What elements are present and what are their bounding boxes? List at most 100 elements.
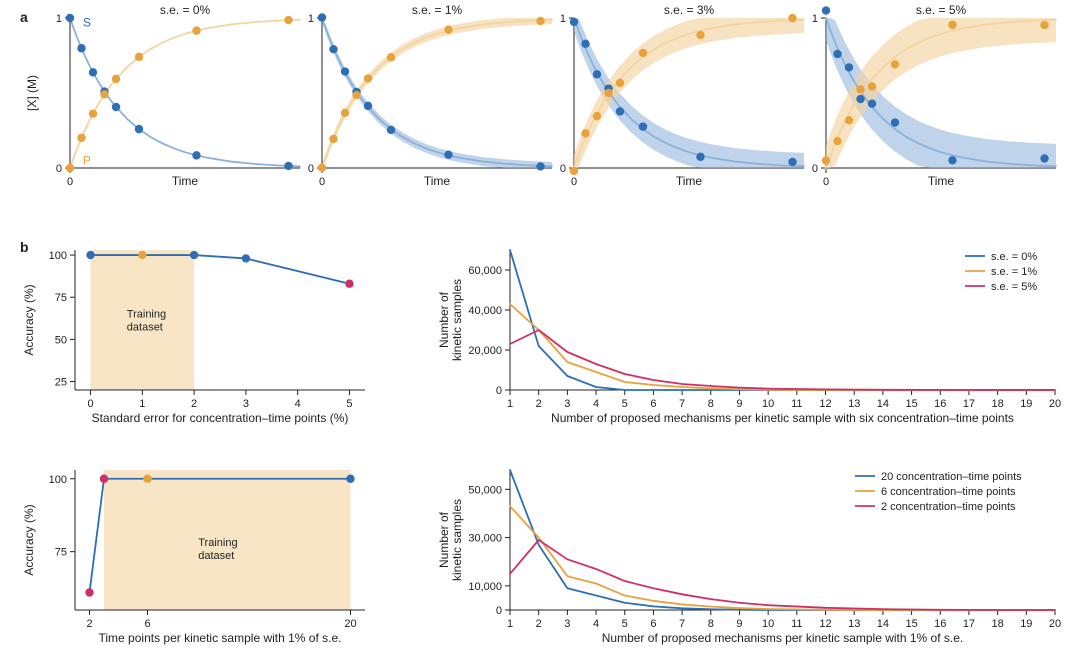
- svg-text:2: 2: [191, 398, 197, 410]
- svg-text:0: 0: [812, 163, 818, 175]
- figure-svg: a010Time[X] (M)s.e. = 0%SP010Times.e. = …: [0, 0, 1080, 652]
- svg-text:Standard error for concentrati: Standard error for concentration–time po…: [92, 411, 349, 425]
- svg-text:Training: Training: [127, 308, 166, 320]
- svg-text:a: a: [20, 9, 28, 25]
- svg-text:1: 1: [560, 13, 566, 25]
- svg-text:Time: Time: [928, 174, 955, 188]
- svg-text:12: 12: [819, 398, 831, 410]
- svg-text:0: 0: [560, 163, 566, 175]
- svg-text:17: 17: [963, 398, 975, 410]
- svg-text:50,000: 50,000: [468, 484, 502, 496]
- svg-text:25: 25: [55, 377, 67, 389]
- figure-root: { "colors": { "blue": "#2d6eb4", "orange…: [0, 0, 1080, 652]
- svg-text:4: 4: [593, 398, 599, 410]
- panel-a-2: 010Times.e. = 3%: [560, 3, 804, 188]
- svg-text:4: 4: [295, 398, 301, 410]
- svg-text:11: 11: [791, 618, 802, 630]
- svg-text:6: 6: [650, 398, 656, 410]
- svg-text:0: 0: [496, 605, 502, 617]
- svg-text:kinetic samples: kinetic samples: [450, 499, 464, 581]
- svg-text:16: 16: [934, 398, 946, 410]
- svg-text:Accuracy (%): Accuracy (%): [22, 504, 36, 575]
- svg-text:40,000: 40,000: [468, 305, 502, 317]
- svg-text:20,000: 20,000: [468, 345, 502, 357]
- svg-text:10,000: 10,000: [468, 581, 502, 593]
- svg-text:Time: Time: [424, 174, 451, 188]
- svg-text:1: 1: [56, 13, 62, 25]
- svg-text:100: 100: [49, 250, 67, 262]
- panel-a-0: 0 1 0 Time [X] (M) s.e. = 0% S P: [25, 3, 300, 188]
- svg-text:P: P: [83, 154, 91, 168]
- svg-text:Number of proposed mechanisms: Number of proposed mechanisms per kineti…: [551, 411, 1014, 425]
- svg-text:8: 8: [708, 618, 714, 630]
- svg-text:3: 3: [564, 618, 570, 630]
- svg-text:11: 11: [791, 398, 802, 410]
- svg-text:13: 13: [848, 398, 860, 410]
- svg-text:14: 14: [877, 398, 889, 410]
- svg-text:s.e. = 3%: s.e. = 3%: [664, 3, 715, 17]
- svg-text:s.e. = 5%: s.e. = 5%: [916, 3, 967, 17]
- svg-text:50: 50: [55, 334, 67, 346]
- svg-text:75: 75: [55, 292, 67, 304]
- svg-text:18: 18: [992, 618, 1004, 630]
- svg-text:s.e. = 5%: s.e. = 5%: [991, 281, 1037, 293]
- svg-text:20: 20: [1049, 398, 1061, 410]
- svg-text:10: 10: [762, 618, 774, 630]
- svg-text:s.e. = 0%: s.e. = 0%: [160, 3, 211, 17]
- svg-text:15: 15: [905, 618, 917, 630]
- panel-b-left: 262075100Trainingdataset: [49, 470, 365, 630]
- svg-text:60,000: 60,000: [468, 265, 502, 277]
- svg-text:9: 9: [736, 398, 742, 410]
- svg-text:6: 6: [144, 618, 150, 630]
- svg-text:16: 16: [934, 618, 946, 630]
- svg-text:10: 10: [762, 398, 774, 410]
- svg-text:15: 15: [905, 398, 917, 410]
- svg-text:Accuracy (%): Accuracy (%): [22, 284, 36, 355]
- svg-text:3: 3: [564, 398, 570, 410]
- svg-text:0: 0: [496, 385, 502, 397]
- svg-text:Number of proposed mechanisms: Number of proposed mechanisms per kineti…: [602, 631, 964, 645]
- svg-text:2 concentration–time points: 2 concentration–time points: [881, 501, 1016, 513]
- svg-text:9: 9: [736, 618, 742, 630]
- svg-text:Training: Training: [198, 537, 237, 549]
- panel-a-3: 0 1 0 Time s.e. = 5%: [812, 3, 1056, 188]
- svg-text:1: 1: [139, 398, 145, 410]
- svg-text:75: 75: [55, 547, 67, 559]
- svg-text:6 concentration–time points: 6 concentration–time points: [881, 486, 1016, 498]
- svg-text:2: 2: [536, 618, 542, 630]
- svg-text:1: 1: [507, 398, 513, 410]
- svg-text:Time: Time: [172, 174, 199, 188]
- svg-text:0: 0: [823, 176, 829, 188]
- svg-text:dataset: dataset: [127, 321, 163, 333]
- svg-text:S: S: [83, 16, 91, 30]
- svg-text:4: 4: [593, 618, 599, 630]
- svg-text:2: 2: [536, 398, 542, 410]
- svg-text:20: 20: [344, 618, 356, 630]
- svg-text:s.e. = 0%: s.e. = 0%: [991, 251, 1037, 263]
- svg-text:0: 0: [87, 398, 93, 410]
- svg-text:19: 19: [1020, 398, 1032, 410]
- svg-text:0: 0: [319, 176, 325, 188]
- svg-text:0: 0: [67, 176, 73, 188]
- svg-text:7: 7: [679, 618, 685, 630]
- svg-text:7: 7: [679, 398, 685, 410]
- svg-text:6: 6: [650, 618, 656, 630]
- svg-text:8: 8: [708, 398, 714, 410]
- svg-text:20 concentration–time points: 20 concentration–time points: [881, 471, 1022, 483]
- svg-text:1: 1: [507, 618, 513, 630]
- svg-text:dataset: dataset: [198, 550, 234, 562]
- svg-text:2: 2: [86, 618, 92, 630]
- svg-text:5: 5: [346, 398, 352, 410]
- svg-text:1: 1: [812, 13, 818, 25]
- svg-text:s.e. = 1%: s.e. = 1%: [991, 266, 1037, 278]
- svg-text:19: 19: [1020, 618, 1032, 630]
- svg-text:5: 5: [622, 618, 628, 630]
- svg-text:1: 1: [308, 13, 314, 25]
- svg-text:kinetic samples: kinetic samples: [450, 279, 464, 361]
- panel-a-1: 010Times.e. = 1%: [308, 3, 552, 188]
- svg-text:[X] (M): [X] (M): [25, 75, 39, 111]
- svg-text:Number of: Number of: [437, 511, 451, 568]
- svg-text:0: 0: [56, 163, 62, 175]
- svg-text:30,000: 30,000: [468, 533, 502, 545]
- svg-text:3: 3: [243, 398, 249, 410]
